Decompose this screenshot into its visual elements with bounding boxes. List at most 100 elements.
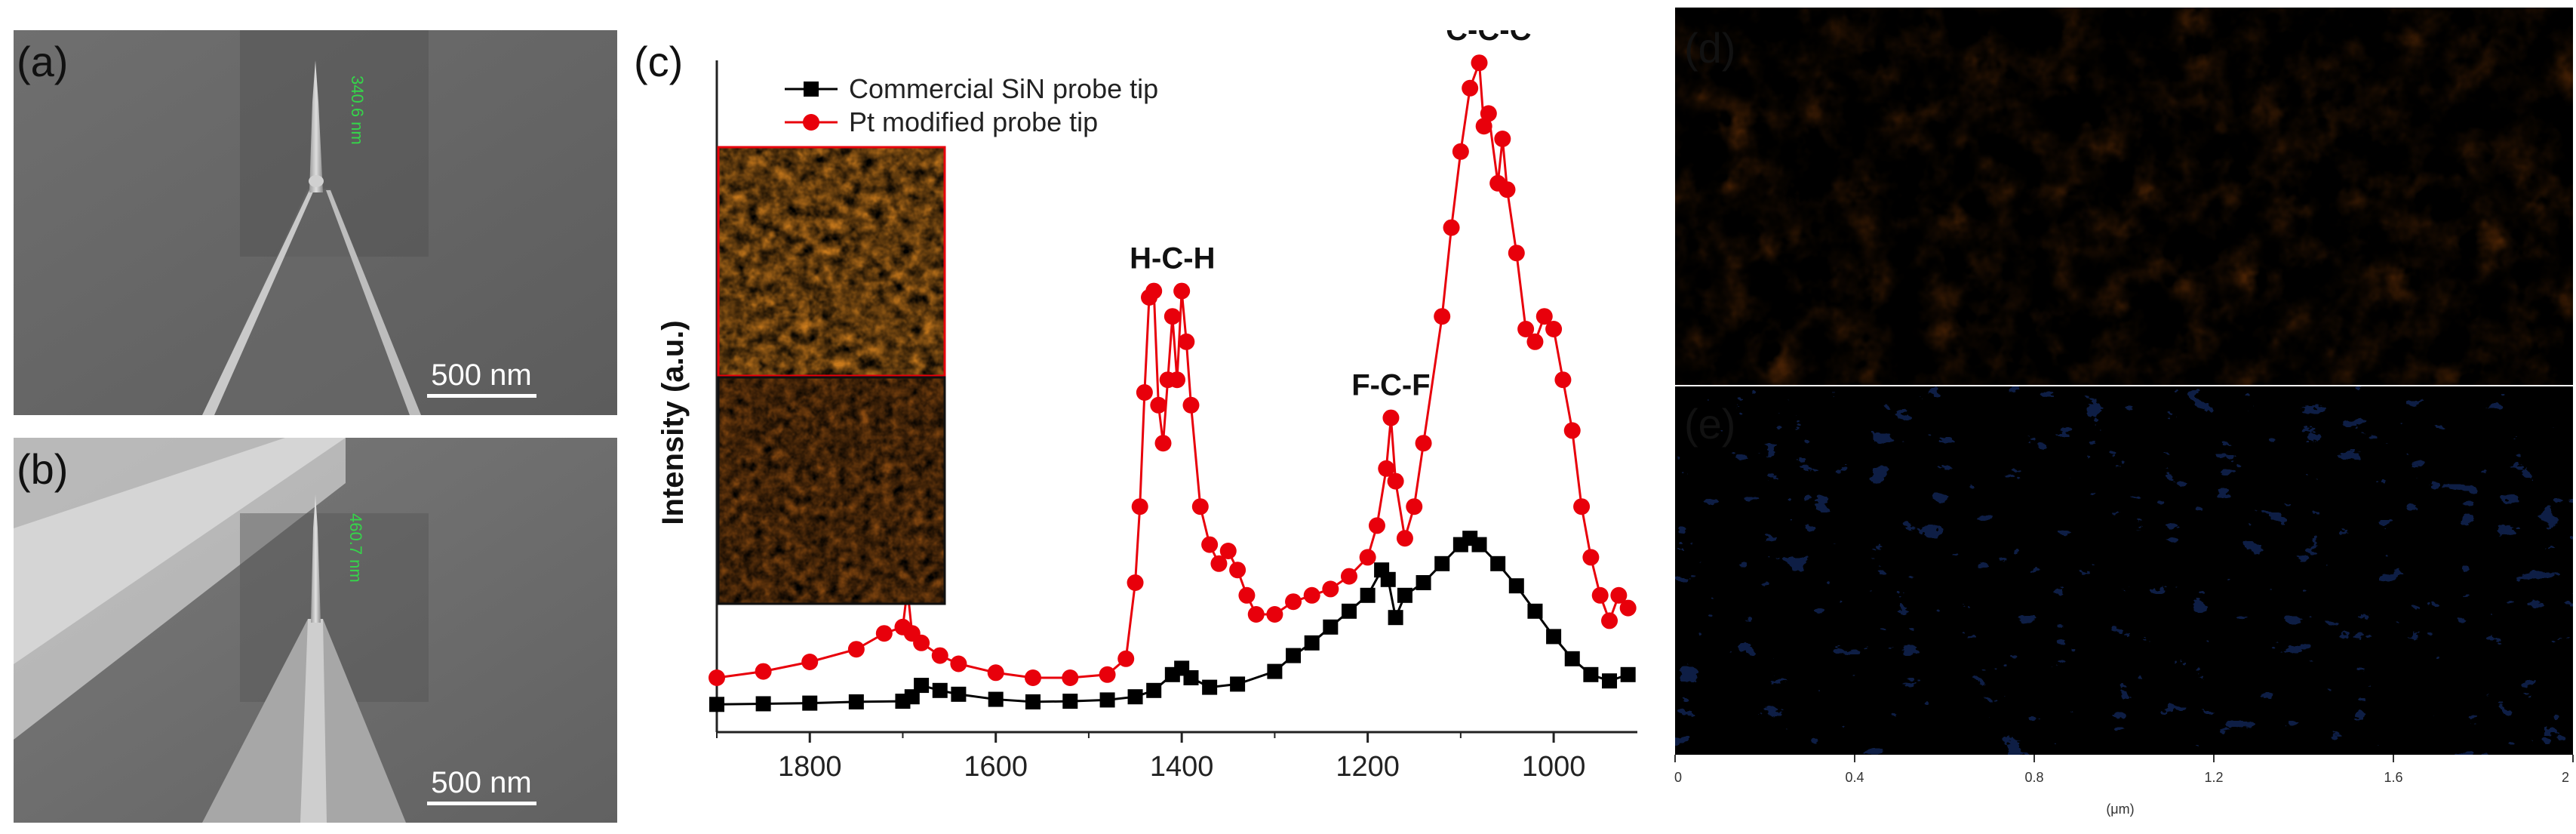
data-point xyxy=(1229,562,1247,579)
data-point xyxy=(1131,498,1148,515)
data-point xyxy=(1397,587,1412,603)
data-point xyxy=(1380,571,1396,587)
data-point xyxy=(1266,606,1283,623)
panel-label-c: (c) xyxy=(634,38,684,85)
data-point xyxy=(1563,422,1581,439)
data-point xyxy=(847,641,865,658)
data-point xyxy=(1169,371,1185,389)
data-point xyxy=(1368,517,1385,534)
data-point xyxy=(1127,689,1143,705)
data-point xyxy=(1601,612,1618,629)
data-point xyxy=(1062,669,1079,686)
data-point xyxy=(1499,181,1516,198)
data-point xyxy=(1202,679,1218,695)
data-point xyxy=(1388,610,1403,626)
peak-label: C-C-C xyxy=(1446,30,1531,47)
sem-image-a: 340.6 nm 500 nm xyxy=(14,30,617,415)
peak-label: F-C-F xyxy=(1351,369,1430,402)
data-point xyxy=(1452,143,1469,160)
panel-label-e: (e) xyxy=(1684,400,1736,448)
data-point xyxy=(1526,333,1544,350)
data-point xyxy=(1099,666,1116,683)
panel-label-d: (d) xyxy=(1684,24,1736,72)
measurement-label-a: 340.6 nm xyxy=(348,75,367,145)
e-tick-label: 1.6 xyxy=(2384,770,2402,785)
afm-height-image xyxy=(1675,8,2573,385)
data-point xyxy=(950,655,967,672)
data-point xyxy=(1303,586,1320,604)
raman-chart: Intensity (a.u.) 1800 1600 1400 1200 1000 H-… xyxy=(656,14,1637,783)
sem-image-b: 460.7 nm 500 nm xyxy=(14,438,617,823)
data-point xyxy=(709,669,725,686)
data-point xyxy=(1024,669,1041,686)
series-commercial xyxy=(709,531,1636,712)
inset-afm-bottom xyxy=(717,376,946,605)
x-tick-label: 1200 xyxy=(1336,751,1400,783)
e-tick-label: 0.8 xyxy=(2024,770,2043,785)
data-point xyxy=(709,697,724,712)
data-point xyxy=(1146,682,1162,698)
data-point xyxy=(1415,435,1432,452)
data-point xyxy=(931,647,948,664)
data-point xyxy=(1610,586,1628,604)
panel-label-a: (a) xyxy=(17,38,69,85)
data-point xyxy=(848,694,864,709)
data-point xyxy=(1164,308,1181,325)
data-point xyxy=(1508,245,1525,262)
data-point xyxy=(1145,282,1163,300)
data-point xyxy=(802,695,818,711)
data-point xyxy=(1127,574,1144,591)
data-point xyxy=(1583,666,1599,682)
measurement-label-b: 460.7 nm xyxy=(346,513,365,583)
data-point xyxy=(1219,543,1237,559)
y-axis-label: Intensity (a.u.) xyxy=(656,320,690,525)
data-point xyxy=(1285,593,1302,611)
chart-c: Intensity (a.u.) 1800 1600 1400 1200 1000 H-… xyxy=(634,14,1645,830)
legend: Commercial SiN probe tip Pt modified pro… xyxy=(785,73,1158,137)
data-point xyxy=(1136,384,1153,401)
data-point xyxy=(987,664,1004,682)
data-point xyxy=(1582,549,1600,566)
data-point xyxy=(1340,568,1357,585)
scale-bar-b: 500 nm xyxy=(427,766,536,805)
data-point xyxy=(1602,673,1618,689)
svg-text:Commercial SiN probe tip: Commercial SiN probe tip xyxy=(849,73,1158,104)
data-point xyxy=(1480,105,1497,122)
e-tick-label: 1.2 xyxy=(2204,770,2223,785)
data-point xyxy=(1286,648,1302,663)
data-point xyxy=(1471,537,1487,552)
svg-text:Pt modified probe tip: Pt modified probe tip xyxy=(849,106,1098,137)
panel-label-b: (b) xyxy=(17,445,69,493)
data-point xyxy=(1304,635,1320,651)
data-point xyxy=(1462,79,1479,97)
data-point xyxy=(1182,396,1200,414)
data-point xyxy=(1564,651,1580,666)
data-point xyxy=(1230,676,1246,692)
phase-map-image xyxy=(1675,386,2573,755)
x-tick-label: 1800 xyxy=(778,751,842,783)
panel-e-unit: (μm) xyxy=(2106,802,2134,817)
data-point xyxy=(1406,498,1423,515)
data-point xyxy=(1591,586,1609,604)
data-point xyxy=(1173,282,1191,300)
data-point xyxy=(1025,694,1041,709)
data-point xyxy=(1341,603,1357,619)
panel-e-ticks: 0 0.4 0.8 1.2 1.6 2 xyxy=(1674,755,2574,785)
data-point xyxy=(1154,435,1172,452)
inset-afm-top xyxy=(717,146,946,377)
data-point xyxy=(1062,694,1078,709)
legend-item-commercial: Commercial SiN probe tip xyxy=(785,73,1158,104)
data-point xyxy=(1178,333,1195,350)
data-point xyxy=(1150,396,1167,414)
peak-label: H-C-H xyxy=(1130,242,1215,275)
series-pt xyxy=(709,54,1637,686)
data-point xyxy=(755,663,772,680)
data-point xyxy=(913,634,930,651)
e-tick-label: 0 xyxy=(1674,770,1682,785)
data-point xyxy=(1619,599,1637,617)
x-tick-label: 1000 xyxy=(1522,751,1586,783)
data-point xyxy=(1396,530,1413,547)
data-point xyxy=(1247,606,1265,623)
data-point xyxy=(1117,650,1135,667)
panel-b: 460.7 nm 500 nm xyxy=(14,438,617,823)
